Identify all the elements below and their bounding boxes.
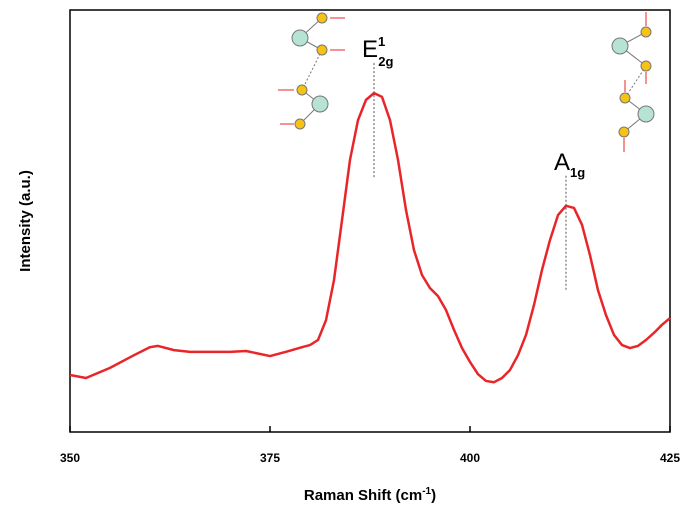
y-axis-label: Intensity (a.u.) — [17, 170, 34, 272]
peak-label: A1g — [554, 149, 585, 180]
peak-label-sup: 1 — [378, 34, 385, 49]
molecule-icons — [278, 12, 655, 152]
peak-label-sub: 1g — [570, 165, 585, 180]
x-tick-label: 425 — [660, 451, 680, 465]
peak-label-sub: 2g — [378, 54, 393, 69]
x-tick-label: 400 — [460, 451, 480, 465]
x-axis-label: Raman Shift (cm-1) — [304, 486, 436, 504]
x-label-sup: -1 — [422, 486, 431, 497]
plot-frame — [69, 9, 671, 433]
x-label-text: Raman Shift (cm — [304, 487, 422, 504]
x-label-end: ) — [431, 487, 436, 504]
data-line — [69, 91, 671, 384]
x-tick-label: 375 — [260, 451, 280, 465]
peak-label: E1 2g — [362, 34, 393, 69]
x-tick-label: 350 — [60, 451, 80, 465]
peak-label-base: E — [362, 36, 378, 63]
peak-label-base: A — [554, 149, 570, 176]
